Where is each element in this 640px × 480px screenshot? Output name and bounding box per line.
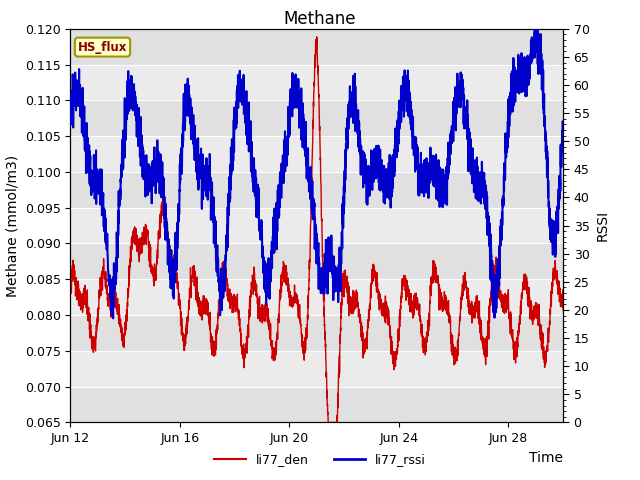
Bar: [70, 243, 563, 279]
Bar: [70, 172, 563, 208]
Text: HS_flux: HS_flux: [78, 41, 127, 54]
X-axis label: Time: Time: [529, 451, 563, 465]
Legend: li77_den, li77_rssi: li77_den, li77_rssi: [209, 448, 431, 471]
Text: Methane: Methane: [284, 10, 356, 28]
Bar: [70, 65, 563, 100]
Bar: [70, 315, 563, 351]
Bar: [70, 386, 563, 422]
Bar: [70, 29, 563, 65]
Bar: [70, 351, 563, 386]
Y-axis label: RSSI: RSSI: [595, 210, 609, 241]
Bar: [70, 136, 563, 172]
Bar: [70, 100, 563, 136]
Y-axis label: Methane (mmol/m3): Methane (mmol/m3): [5, 155, 19, 297]
Bar: [70, 279, 563, 315]
Bar: [70, 208, 563, 243]
